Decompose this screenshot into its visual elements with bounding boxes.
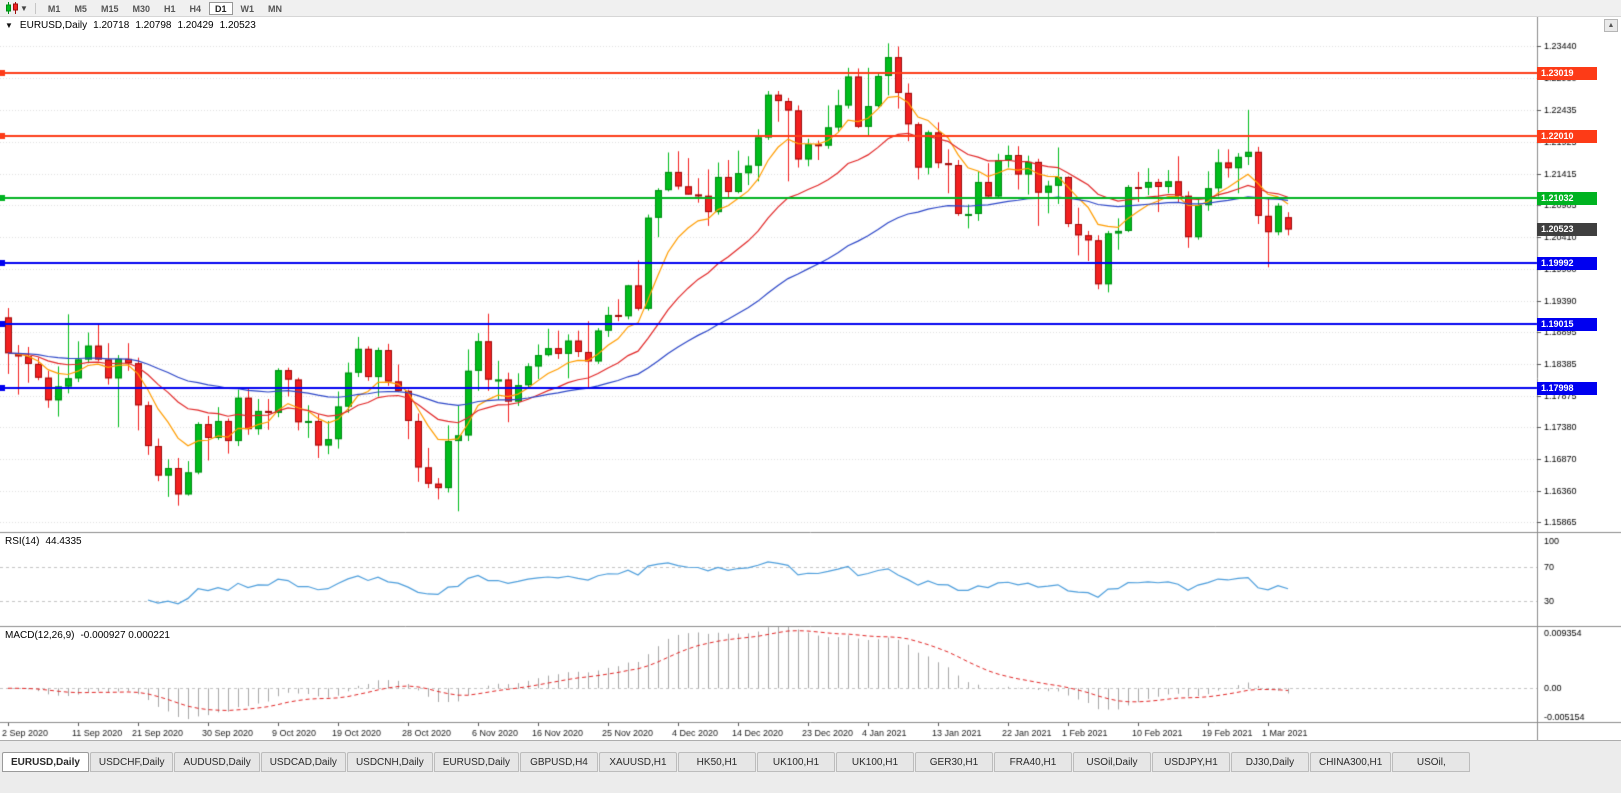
rsi-indicator-label: RSI(14) 44.4335 bbox=[5, 536, 82, 547]
chart-tab[interactable]: USOil, bbox=[1392, 752, 1471, 772]
price-level-tag[interactable]: 1.21032 bbox=[1537, 192, 1597, 205]
chart-tab[interactable]: UK100,H1 bbox=[835, 752, 914, 772]
chart-tab[interactable]: USOil,Daily bbox=[1072, 752, 1151, 772]
candlestick-chart-icon[interactable] bbox=[4, 2, 20, 15]
price-level-tag[interactable]: 1.17998 bbox=[1537, 382, 1597, 395]
timeframe-button-h4[interactable]: H4 bbox=[189, 3, 202, 14]
top-toolbar: ▼ M1 M5 M15 M30 H1 H4 D1 W1 MN bbox=[0, 0, 1621, 17]
chart-type-dropdown-icon[interactable]: ▼ bbox=[20, 3, 28, 13]
current-price-tag: 1.20523 bbox=[1537, 223, 1597, 236]
chart-tab[interactable]: CHINA300,H1 bbox=[1309, 752, 1392, 772]
chart-tab[interactable]: USDCAD,Daily bbox=[260, 752, 346, 772]
chart-tab[interactable]: DJ30,Daily bbox=[1230, 752, 1309, 772]
timeframe-button-m15[interactable]: M15 bbox=[100, 3, 119, 14]
chart-tabs: EURUSD,Daily USDCHF,Daily AUDUSD,Daily USDC… bbox=[0, 741, 1621, 772]
timeframe-button-h1[interactable]: H1 bbox=[163, 3, 176, 14]
timeframe-button-m1[interactable]: M1 bbox=[47, 3, 61, 14]
chart-tab[interactable]: UK100,H1 bbox=[756, 752, 835, 772]
timeframe-button-m5[interactable]: M5 bbox=[74, 3, 87, 14]
chart-tab[interactable]: EURUSD,Daily bbox=[2, 752, 89, 772]
chart-tabs-bar: EURUSD,Daily USDCHF,Daily AUDUSD,Daily USDC… bbox=[0, 740, 1621, 793]
chart-window: ▼ EURUSD,Daily 1.20718 1.20798 1.20429 1… bbox=[0, 17, 1621, 740]
chart-symbol-label: EURUSD,Daily bbox=[19, 20, 88, 31]
price-level-tag[interactable]: 1.19992 bbox=[1537, 257, 1597, 270]
ohlc-open: 1.20718 bbox=[93, 20, 130, 31]
timeframe-button-m30[interactable]: M30 bbox=[132, 3, 150, 14]
timeframe-button-mn[interactable]: MN bbox=[268, 3, 283, 14]
chart-tab[interactable]: AUDUSD,Daily bbox=[174, 752, 260, 772]
ohlc-close: 1.20523 bbox=[219, 20, 256, 31]
price-level-tag[interactable]: 1.23019 bbox=[1537, 67, 1597, 80]
chart-tab[interactable]: USDCHF,Daily bbox=[89, 752, 174, 772]
one-click-trading-toggle-icon[interactable]: ▼ bbox=[5, 21, 13, 30]
timeframe-button-w1[interactable]: W1 bbox=[240, 3, 255, 14]
ohlc-low: 1.20429 bbox=[177, 20, 214, 31]
macd-indicator-label: MACD(12,26,9) -0.000927 0.000221 bbox=[5, 630, 170, 641]
price-chart-canvas[interactable] bbox=[0, 17, 1621, 740]
ohlc-high: 1.20798 bbox=[135, 20, 172, 31]
chart-tab[interactable]: HK50,H1 bbox=[677, 752, 756, 772]
scroll-up-button[interactable]: ▲ bbox=[1604, 19, 1618, 32]
toolbar-separator bbox=[34, 2, 36, 14]
chart-title: ▼ EURUSD,Daily 1.20718 1.20798 1.20429 1… bbox=[5, 20, 256, 31]
chart-tab[interactable]: XAUUSD,H1 bbox=[598, 752, 677, 772]
timeframe-button-d1[interactable]: D1 bbox=[209, 1, 233, 15]
chart-tab[interactable]: USDJPY,H1 bbox=[1151, 752, 1230, 772]
price-level-tag[interactable]: 1.22010 bbox=[1537, 130, 1597, 143]
chart-tab[interactable]: FRA40,H1 bbox=[993, 752, 1072, 772]
chart-tab[interactable]: GER30,H1 bbox=[914, 752, 993, 772]
chart-tab[interactable]: EURUSD,Daily bbox=[433, 752, 519, 772]
chart-tab[interactable]: USDCNH,Daily bbox=[346, 752, 433, 772]
timeframe-button-group: M1 M5 M15 M30 H1 H4 D1 W1 MN bbox=[41, 1, 289, 15]
price-level-tag[interactable]: 1.19015 bbox=[1537, 318, 1597, 331]
chart-tab[interactable]: GBPUSD,H4 bbox=[519, 752, 598, 772]
